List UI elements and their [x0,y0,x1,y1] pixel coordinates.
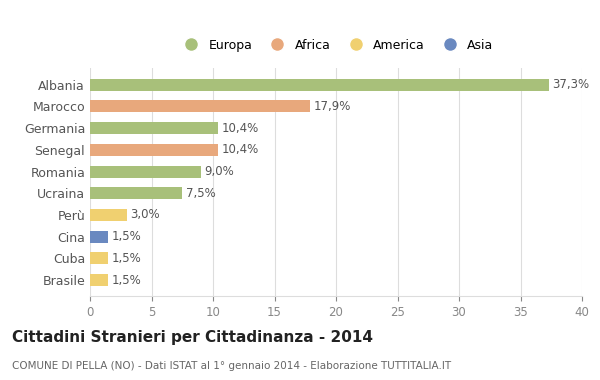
Bar [90,166,200,177]
Text: 37,3%: 37,3% [553,78,590,91]
Bar [90,252,109,264]
Text: 7,5%: 7,5% [186,187,215,200]
Text: 10,4%: 10,4% [221,143,259,156]
Text: 9,0%: 9,0% [205,165,234,178]
Bar [90,231,109,242]
Bar [90,122,218,134]
Text: 1,5%: 1,5% [112,230,142,243]
Text: COMUNE DI PELLA (NO) - Dati ISTAT al 1° gennaio 2014 - Elaborazione TUTTITALIA.I: COMUNE DI PELLA (NO) - Dati ISTAT al 1° … [12,361,451,370]
Text: 3,0%: 3,0% [131,209,160,222]
Text: 17,9%: 17,9% [314,100,351,113]
Text: Cittadini Stranieri per Cittadinanza - 2014: Cittadini Stranieri per Cittadinanza - 2… [12,330,373,345]
Bar [90,209,127,221]
Bar [90,274,109,286]
Legend: Europa, Africa, America, Asia: Europa, Africa, America, Asia [173,33,499,57]
Text: 1,5%: 1,5% [112,252,142,265]
Bar [90,79,549,91]
Bar [90,100,310,112]
Bar [90,187,182,199]
Bar [90,144,218,156]
Text: 10,4%: 10,4% [221,122,259,135]
Text: 1,5%: 1,5% [112,274,142,287]
